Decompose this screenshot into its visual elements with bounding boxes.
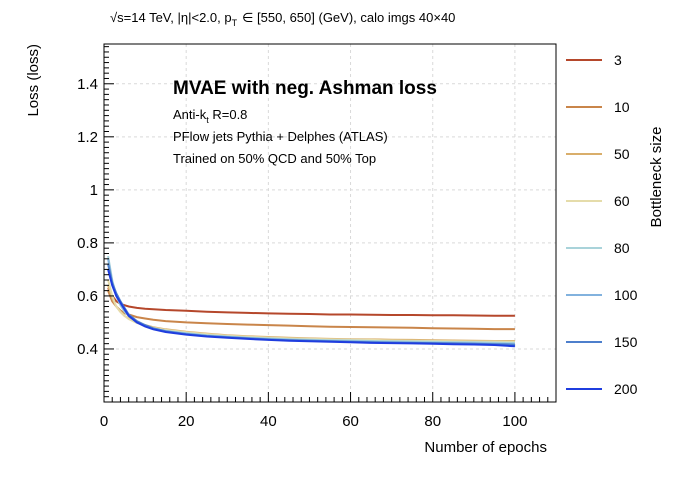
legend: 3 10 50 60 80 100 150 200 (566, 52, 638, 397)
legend-label-60: 60 (614, 193, 630, 209)
y-tick-label: 1 (90, 182, 98, 199)
legend-label-3: 3 (614, 52, 622, 68)
x-tick-label: 0 (100, 413, 108, 430)
legend-label-10: 10 (614, 99, 630, 115)
legend-label-150: 150 (614, 334, 638, 350)
plot-frame (103, 43, 557, 403)
annotation-training: Trained on 50% QCD and 50% Top (173, 151, 376, 166)
legend-label-80: 80 (614, 240, 630, 256)
y-tick-label: 1.4 (77, 76, 98, 93)
series-line-3 (107, 287, 515, 317)
chart-title: MVAE with neg. Ashman loss (173, 78, 437, 99)
y-tick-label: 0.6 (77, 288, 98, 305)
series-line-200 (107, 269, 515, 348)
annotation-jet-algorithm: Anti-kt R=0.8 (173, 107, 247, 125)
header-text: √s=14 TeV, |η|<2.0, pT ∈ [550, 650] (GeV)… (110, 10, 455, 28)
y-tick-label: 1.2 (77, 129, 98, 146)
x-tick-label: 40 (260, 413, 277, 430)
legend-label-200: 200 (614, 381, 638, 397)
legend-label-50: 50 (614, 146, 630, 162)
legend-label-100: 100 (614, 287, 638, 303)
legend-title: Bottleneck size (648, 127, 665, 228)
x-tick-label: 60 (342, 413, 359, 430)
axis-ticks: 0 20 40 60 80 100 0.4 0.6 0.8 1 1.2 1.4 (77, 46, 549, 430)
y-tick-label: 0.8 (77, 235, 98, 252)
y-axis-label: Loss (loss) (25, 44, 42, 117)
y-tick-label: 0.4 (77, 341, 98, 358)
x-tick-label: 20 (178, 413, 195, 430)
x-tick-label: 80 (424, 413, 441, 430)
annotation-jets: PFlow jets Pythia + Delphes (ATLAS) (173, 129, 388, 144)
x-axis-label: Number of epochs (424, 439, 547, 456)
x-tick-label: 100 (502, 413, 527, 430)
series-layer (107, 255, 515, 348)
